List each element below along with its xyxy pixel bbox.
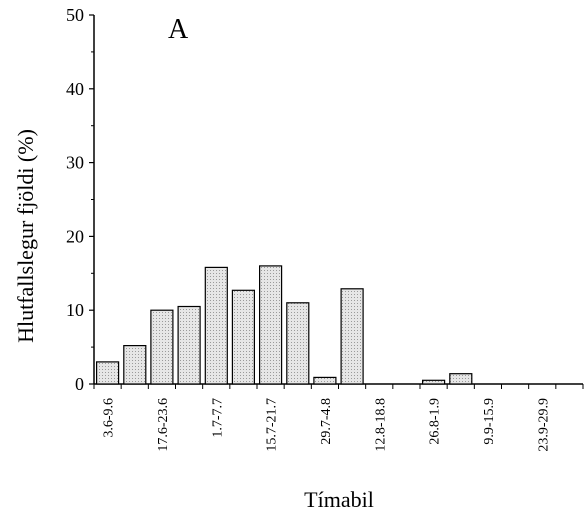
- bar: [422, 379, 446, 385]
- y-tick-label: 0: [75, 374, 84, 394]
- y-tick-label: 20: [66, 226, 84, 246]
- bar: [286, 302, 310, 385]
- x-axis: [93, 383, 584, 389]
- bar: [150, 309, 174, 385]
- y-axis: 0 10 20 30 40 50: [66, 5, 95, 394]
- x-tick-label: 17.6-23.6: [156, 398, 171, 452]
- y-tick-label: 40: [66, 79, 84, 99]
- x-tick-label: 23.9-29.9: [536, 398, 551, 452]
- bar: [177, 305, 201, 385]
- x-tick-label: 12.8-18.8: [373, 398, 388, 452]
- x-tick-label: 26.8-1.9: [428, 398, 443, 445]
- bar: [231, 289, 255, 385]
- bar: [123, 345, 147, 385]
- bar: [95, 361, 120, 385]
- bar: [340, 288, 364, 385]
- y-axis-title: Hlutfallslegur fjöldi (%): [13, 129, 38, 343]
- x-tick-label: 9.9-15.9: [482, 398, 497, 445]
- x-tick-label: 1.7-7.7: [210, 398, 225, 438]
- y-tick-label: 10: [66, 300, 84, 320]
- x-tick-label: 29.7-4.8: [319, 398, 334, 445]
- y-tick-label: 30: [66, 153, 84, 173]
- bar: [259, 265, 283, 385]
- bar: [449, 373, 473, 385]
- bar: [313, 376, 337, 385]
- bar: [204, 266, 228, 385]
- x-tick-label: 3.6-9.6: [102, 398, 117, 438]
- y-tick-label: 50: [66, 5, 84, 25]
- bars: [95, 265, 473, 385]
- panel-label: A: [168, 14, 189, 45]
- x-axis-title: Tímabil: [304, 487, 374, 512]
- x-tick-label: 15.7-21.7: [265, 398, 280, 452]
- category-labels: 3.6-9.6 17.6-23.6 1.7-7.7 15.7-21.7 29.7-4.8…: [102, 398, 552, 452]
